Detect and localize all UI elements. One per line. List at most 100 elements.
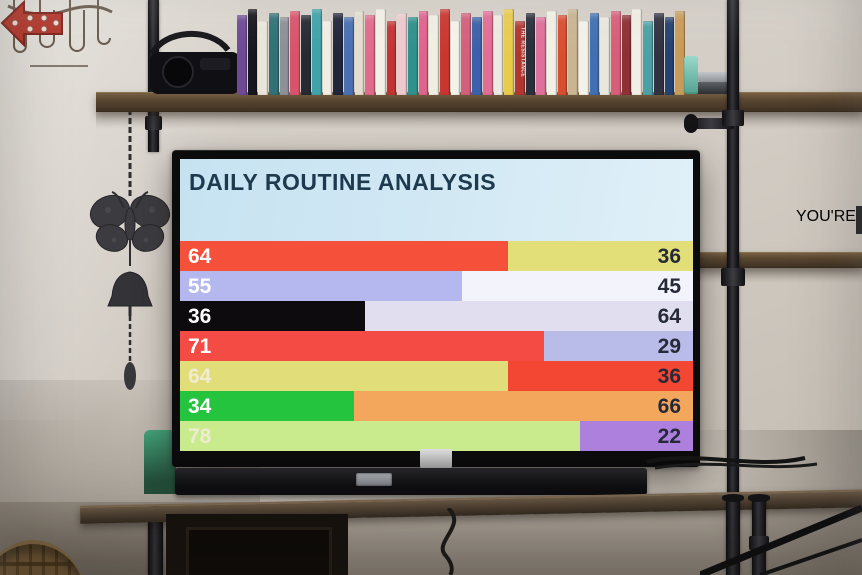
bar-segment-right: 64 <box>364 301 693 331</box>
bar-segment-left: 55 <box>180 271 463 301</box>
chart-bar-row: 36 64 <box>180 301 693 331</box>
right-shelf-shadow <box>686 267 862 283</box>
right-small-shelf <box>686 252 862 268</box>
dvd-spine <box>546 11 557 95</box>
bar-value-left: 36 <box>188 304 212 328</box>
bar-segment-right: 22 <box>580 421 693 451</box>
silver-device-top <box>698 72 738 82</box>
bar-segment-left: 34 <box>180 391 355 421</box>
dvd-spine <box>237 15 247 95</box>
tv-cables <box>646 456 818 470</box>
dvd-spine <box>418 11 429 95</box>
bar-segment-right: 36 <box>508 241 693 271</box>
bar-value-right: 45 <box>657 274 681 298</box>
dvd-spine <box>375 9 386 95</box>
bar-value-right: 66 <box>657 394 681 418</box>
pipe-right-tall <box>727 0 739 500</box>
dvd-spine <box>408 17 418 95</box>
dvd-spine <box>653 13 664 95</box>
dvd-spine <box>440 9 450 95</box>
dvd-spine <box>365 15 375 95</box>
chart-bar-row: 64 36 <box>180 361 693 391</box>
dvd-spine <box>621 15 632 95</box>
dvd-spine <box>525 13 536 95</box>
chart-title: DAILY ROUTINE ANALYSIS <box>189 169 497 195</box>
bar-value-left: 64 <box>188 244 212 268</box>
bar-value-right: 36 <box>657 244 681 268</box>
dvd-spine <box>589 13 600 95</box>
leg-flange-2 <box>748 494 770 502</box>
bar-segment-left: 36 <box>180 301 365 331</box>
soundbar <box>175 468 647 495</box>
dvd-spine <box>536 17 546 95</box>
leg-flange-1 <box>722 494 744 502</box>
dvd-spine <box>675 11 685 95</box>
dvd-spine <box>664 17 675 95</box>
tv-stand-neck <box>420 449 452 468</box>
dvd-spine <box>472 17 482 95</box>
bar-value-right: 22 <box>657 424 681 448</box>
dvd-spine <box>322 21 333 95</box>
bar-segment-right: 36 <box>508 361 693 391</box>
chart-bar-row: 55 45 <box>180 271 693 301</box>
cabinet-door <box>186 527 332 575</box>
teal-glass-object <box>684 56 698 94</box>
bar-segment-left: 64 <box>180 361 509 391</box>
bar-value-left: 34 <box>188 394 212 418</box>
dvd-spine <box>643 21 653 95</box>
pipe-right-tee-lower <box>721 268 745 286</box>
green-glass-bottle <box>144 430 176 494</box>
chart-bar-row: 78 22 <box>180 421 693 451</box>
dvd-spine <box>279 17 290 95</box>
pipe-desk-leg-right-1 <box>726 497 740 575</box>
bar-value-left: 64 <box>188 364 212 388</box>
chart-bar-row: 34 66 <box>180 391 693 421</box>
dvd-spine <box>343 17 354 95</box>
dvd-spine <box>301 15 311 95</box>
dvd-spine <box>504 9 514 95</box>
jar-lid-partial <box>844 178 862 191</box>
bar-segment-left: 78 <box>180 421 581 451</box>
bar-value-right: 29 <box>657 334 681 358</box>
dvd-spine <box>429 15 440 95</box>
bar-segment-right: 29 <box>544 331 693 361</box>
dvd-spine <box>386 21 397 95</box>
floor-cable <box>700 504 862 575</box>
tv-screen: DAILY ROUTINE ANALYSIS 64 36 55 45 36 64 71 29 6… <box>180 159 693 451</box>
dvd-spine <box>397 13 407 95</box>
tv: DAILY ROUTINE ANALYSIS 64 36 55 45 36 64 71 29 6… <box>172 150 700 467</box>
black-cabinet <box>166 514 348 575</box>
chart-header <box>180 159 693 241</box>
pipe-left-coupling <box>145 116 162 130</box>
dvd-spine <box>333 13 343 95</box>
bar-value-right: 36 <box>657 364 681 388</box>
butterfly-wind-chime <box>89 100 171 390</box>
dvd-spine <box>493 15 504 95</box>
dvd-spine <box>311 9 322 95</box>
dvd-collection: THE RESISTANCE <box>237 9 685 95</box>
barrel-band <box>0 562 86 566</box>
dvd-spine-title: THE RESISTANCE <box>519 27 525 78</box>
dvd-spine <box>247 9 258 95</box>
dvd-spine <box>568 9 578 95</box>
chart-bars: 64 36 55 45 36 64 71 29 64 36 34 66 78 22 <box>180 241 693 451</box>
dvd-spine <box>482 11 493 95</box>
bar-value-right: 64 <box>657 304 681 328</box>
chart-bar-row: 64 36 <box>180 241 693 271</box>
bar-segment-right: 66 <box>354 391 693 421</box>
pipe-left-desk-leg <box>148 508 163 575</box>
red-arrow-marquee-sign <box>0 0 63 47</box>
jar-chalk-label: YOU'RE <box>796 208 856 225</box>
jar-label-partial <box>856 206 862 234</box>
dvd-spine <box>354 11 365 95</box>
soundbar-logo-plate <box>356 473 392 486</box>
camera <box>149 30 240 94</box>
dvd-spine <box>258 21 269 95</box>
pipe-right-horizontal-stub <box>688 118 734 129</box>
pipe-right-tee <box>722 110 744 126</box>
top-shelf-plank <box>96 92 862 112</box>
dvd-spine: THE RESISTANCE <box>514 21 525 95</box>
top-shelf-shadow <box>96 111 862 129</box>
hanging-cable <box>440 508 457 575</box>
